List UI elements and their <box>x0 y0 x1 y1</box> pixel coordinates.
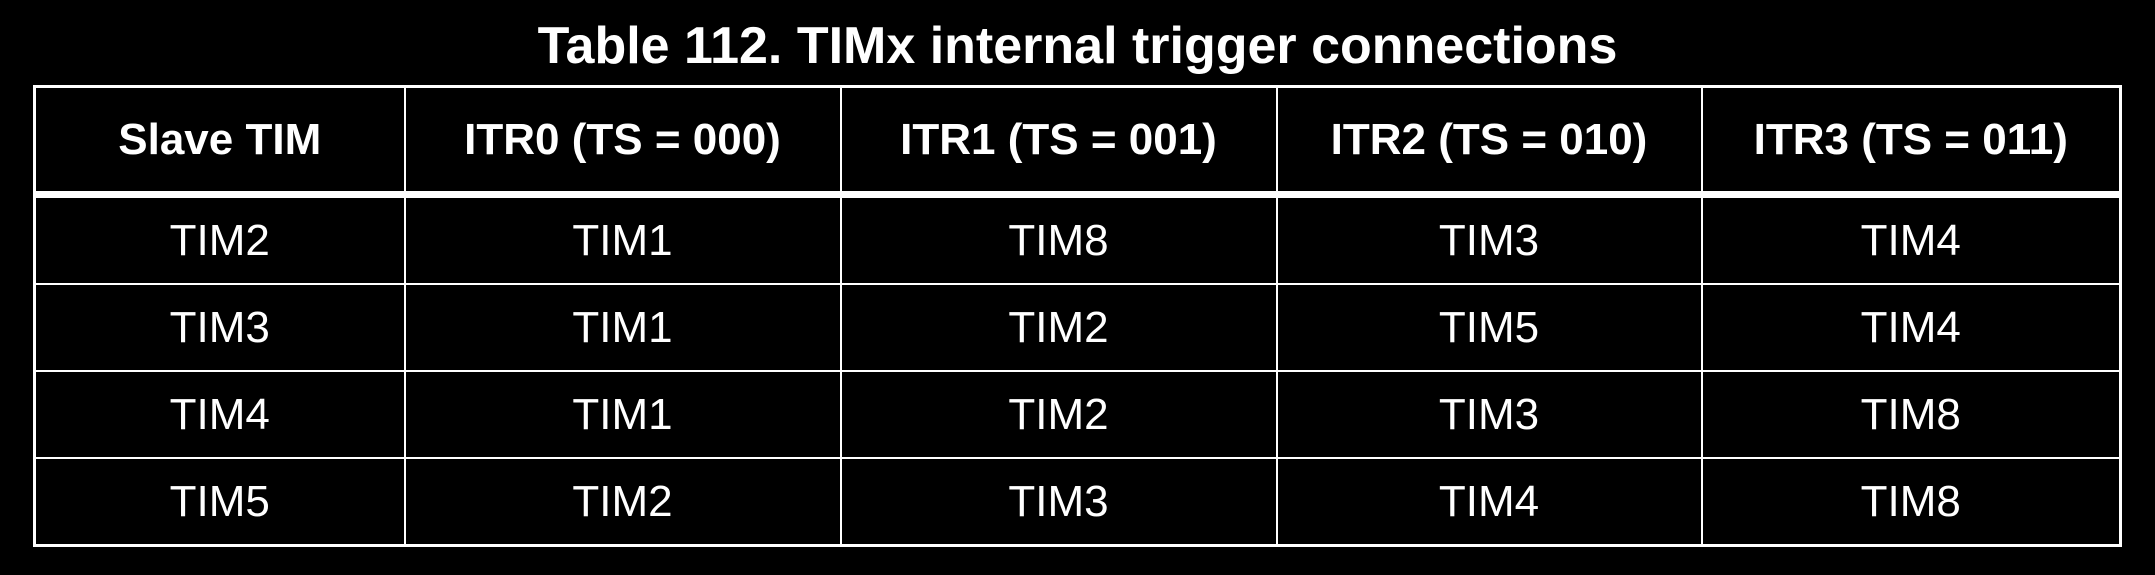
trigger-connections-table: Slave TIM ITR0 (TS = 000) ITR1 (TS = 001… <box>33 85 2122 547</box>
table-row: TIM3 TIM1 TIM2 TIM5 TIM4 <box>33 283 2122 372</box>
table-cell: TIM8 <box>1700 370 2122 459</box>
table-row: TIM4 TIM1 TIM2 TIM3 TIM8 <box>33 370 2122 459</box>
table-cell: TIM2 <box>33 193 406 285</box>
table-cell: TIM8 <box>839 193 1278 285</box>
table-cell: TIM2 <box>839 283 1278 372</box>
table-cell: TIM3 <box>839 457 1278 547</box>
table-cell: TIM2 <box>839 370 1278 459</box>
table-row: TIM5 TIM2 TIM3 TIM4 TIM8 <box>33 457 2122 547</box>
table-cell: TIM3 <box>1275 193 1703 285</box>
header-row: Slave TIM ITR0 (TS = 000) ITR1 (TS = 001… <box>33 85 2122 198</box>
table-cell: TIM3 <box>33 283 406 372</box>
table-cell: TIM3 <box>1275 370 1703 459</box>
header-slave-tim: Slave TIM <box>33 85 406 198</box>
table-row: TIM2 TIM1 TIM8 TIM3 TIM4 <box>33 193 2122 285</box>
table-cell: TIM4 <box>1275 457 1703 547</box>
table-cell: TIM1 <box>403 370 842 459</box>
table-cell: TIM5 <box>1275 283 1703 372</box>
header-itr0: ITR0 (TS = 000) <box>403 85 842 198</box>
table-cell: TIM1 <box>403 283 842 372</box>
table-cell: TIM4 <box>1700 283 2122 372</box>
table-cell: TIM2 <box>403 457 842 547</box>
header-itr1: ITR1 (TS = 001) <box>839 85 1278 198</box>
table-cell: TIM4 <box>33 370 406 459</box>
table-cell: TIM8 <box>1700 457 2122 547</box>
table-cell: TIM1 <box>403 193 842 285</box>
table-cell: TIM5 <box>33 457 406 547</box>
header-itr3: ITR3 (TS = 011) <box>1700 85 2122 198</box>
header-itr2: ITR2 (TS = 010) <box>1275 85 1703 198</box>
table-cell: TIM4 <box>1700 193 2122 285</box>
table-caption: Table 112. TIMx internal trigger connect… <box>537 17 1618 75</box>
